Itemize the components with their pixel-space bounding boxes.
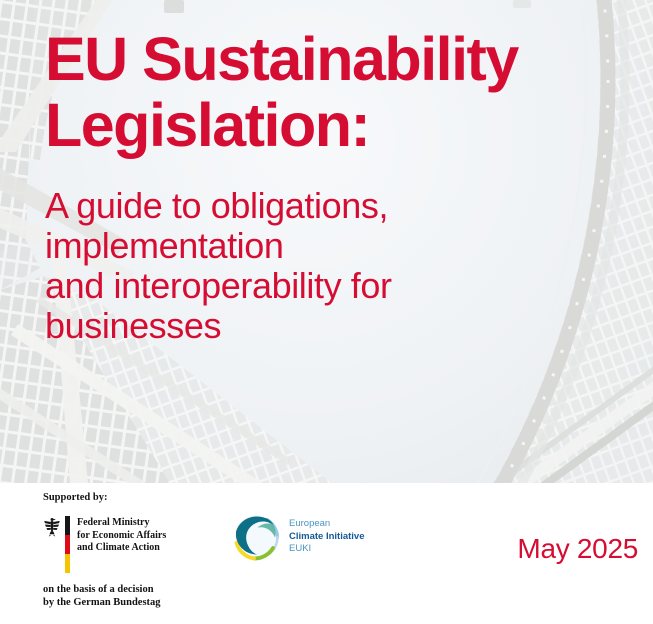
euki-line-european: European xyxy=(289,518,331,529)
title-line-1: EU Sustainability xyxy=(45,25,519,93)
ministry-name-line: for Economic Affairs xyxy=(77,529,167,541)
bundestag-basis-note: on the basis of a decision by the German… xyxy=(43,583,161,609)
euki-logo: European Climate Initiative EUKI xyxy=(231,512,365,562)
german-federal-eagle-icon xyxy=(44,518,60,537)
cover-photo-background xyxy=(0,0,653,483)
euki-logo-text: European Climate Initiative EUKI xyxy=(289,518,365,556)
subtitle-line: implementation xyxy=(45,225,284,266)
subtitle-line: and interoperability for xyxy=(45,265,392,306)
publication-date: May 2025 xyxy=(517,533,638,564)
page-subtitle: A guide to obligations, implementation a… xyxy=(45,186,392,346)
supported-by-label: Supported by: xyxy=(43,492,108,503)
ministry-name-line: Federal Ministry xyxy=(77,517,150,528)
flag-gold xyxy=(65,554,70,573)
page-title: EU Sustainability Legislation: xyxy=(45,25,519,159)
ministry-name-line: and Climate Action xyxy=(77,542,160,553)
flag-black xyxy=(65,516,70,535)
basis-line: on the basis of a decision xyxy=(43,584,154,595)
federal-ministry-logo: Federal Ministry for Economic Affairs an… xyxy=(43,516,166,573)
left-building-facade xyxy=(0,0,332,483)
german-flag-stripe-icon xyxy=(65,516,70,573)
subtitle-line: A guide to obligations, xyxy=(45,185,389,226)
euki-line-euki: EUKI xyxy=(289,543,312,554)
basis-line: by the German Bundestag xyxy=(43,597,161,608)
ministry-name: Federal Ministry for Economic Affairs an… xyxy=(77,517,166,555)
building-sky-photo xyxy=(0,0,653,483)
euki-swirl-icon xyxy=(234,515,280,561)
title-line-2: Legislation: xyxy=(45,91,371,159)
subtitle-line: businesses xyxy=(45,305,222,346)
flag-red xyxy=(65,535,70,554)
euki-line-climate-initiative: Climate Initiative xyxy=(289,530,365,542)
footer-bar: Supported by: xyxy=(0,483,653,624)
